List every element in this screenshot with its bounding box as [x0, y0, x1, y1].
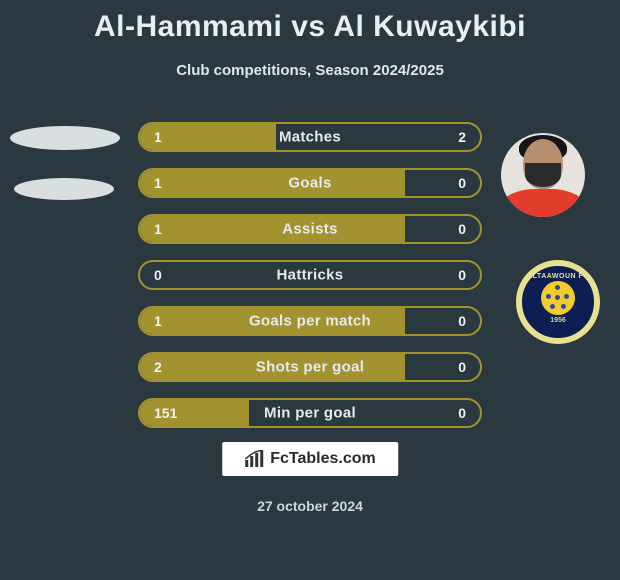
stat-label: Goals: [140, 175, 480, 192]
badge-dot: [546, 294, 551, 299]
footer-date: 27 october 2024: [0, 498, 620, 514]
badge-ball-icon: [541, 281, 575, 315]
stat-label: Goals per match: [140, 313, 480, 330]
page-title: Al-Hammami vs Al Kuwaykibi: [0, 0, 620, 44]
stat-row-shots-per-goal: 2 Shots per goal 0: [138, 352, 482, 382]
stat-right-value: 0: [458, 267, 466, 283]
subtitle: Club competitions, Season 2024/2025: [0, 62, 620, 79]
stat-label: Hattricks: [140, 267, 480, 284]
avatar-shirt: [501, 189, 585, 217]
avatar-beard: [525, 163, 561, 187]
stat-row-assists: 1 Assists 0: [138, 214, 482, 244]
footer-brand-text: FcTables.com: [270, 450, 376, 468]
stat-row-matches: 1 Matches 2: [138, 122, 482, 152]
stat-row-min-per-goal: 151 Min per goal 0: [138, 398, 482, 428]
bar-chart-icon: [244, 450, 264, 468]
stat-right-value: 0: [458, 405, 466, 421]
left-player-avatar-placeholder: [10, 126, 120, 150]
badge-year: 1956: [550, 317, 566, 324]
stat-label: Shots per goal: [140, 359, 480, 376]
stat-right-value: 0: [458, 175, 466, 191]
badge-dot: [555, 285, 560, 290]
stat-label: Assists: [140, 221, 480, 238]
badge-dot: [561, 304, 566, 309]
stat-right-value: 0: [458, 313, 466, 329]
stat-row-goals: 1 Goals 0: [138, 168, 482, 198]
right-club-badge: ALTAAWOUN FC 1956: [516, 260, 600, 344]
footer-brand-card: FcTables.com: [222, 442, 398, 476]
stat-right-value: 2: [458, 129, 466, 145]
stat-right-value: 0: [458, 359, 466, 375]
badge-dot: [564, 294, 569, 299]
stat-row-goals-per-match: 1 Goals per match 0: [138, 306, 482, 336]
stat-right-value: 0: [458, 221, 466, 237]
stat-label: Matches: [140, 129, 480, 146]
stat-bars: 1 Matches 2 1 Goals 0 1 Assists 0 0 Hatt…: [138, 122, 482, 444]
right-player-avatar: [501, 133, 585, 217]
badge-arc-text: ALTAAWOUN FC: [522, 273, 594, 280]
badge-dot: [550, 304, 555, 309]
stat-row-hattricks: 0 Hattricks 0: [138, 260, 482, 290]
badge-dot: [555, 295, 560, 300]
stat-label: Min per goal: [140, 405, 480, 422]
left-club-logo-placeholder: [14, 178, 114, 200]
